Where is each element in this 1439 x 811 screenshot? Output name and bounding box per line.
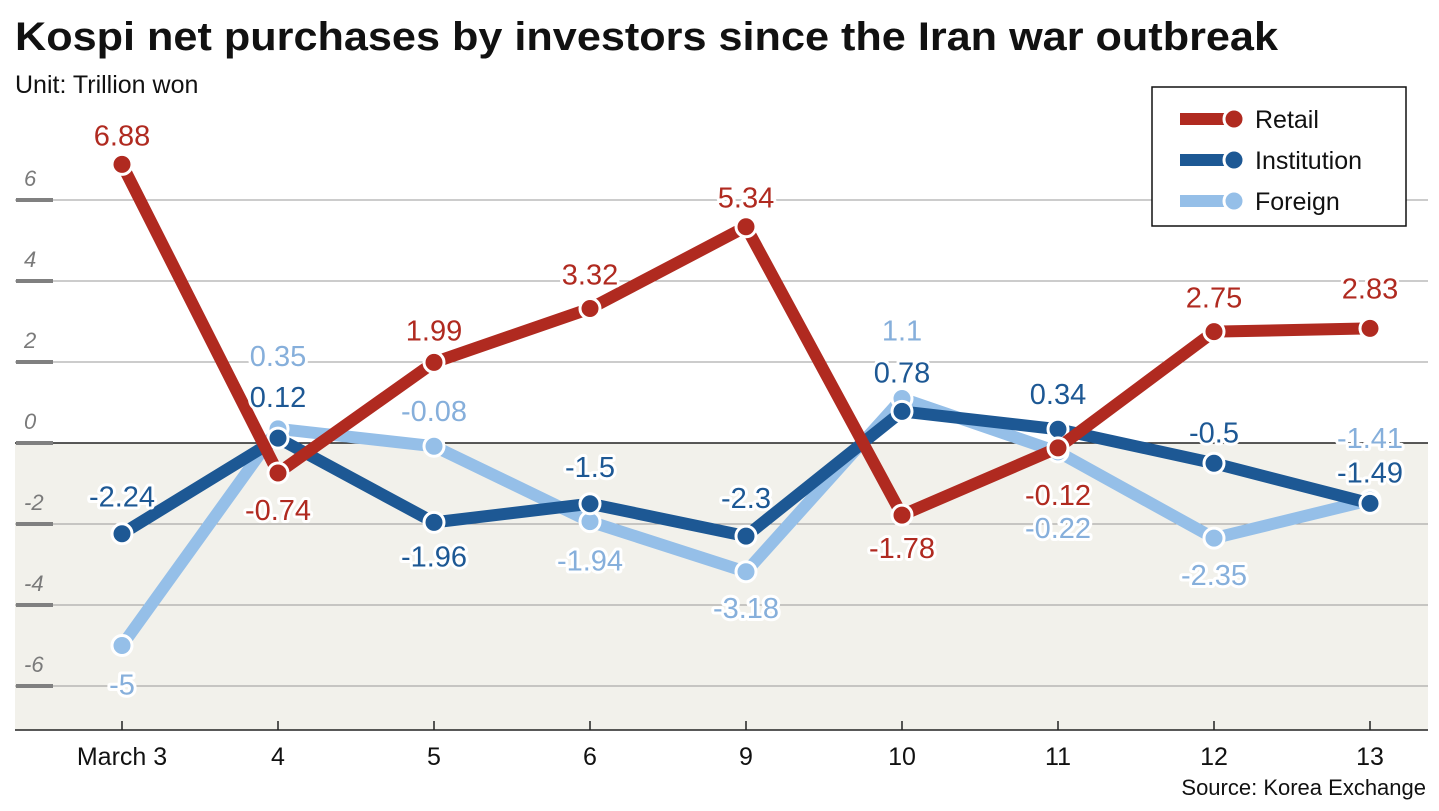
data-labels: 6.88 -0.74 1.99 3.32 5.34 -1.78 -0.12 2.75 2.83 -…: [86, 117, 1406, 704]
legend-label: Foreign: [1255, 188, 1340, 216]
xtick-label: 4: [271, 743, 285, 771]
data-label: -2.35: [1181, 560, 1247, 592]
legend-item-foreign: Foreign: [1180, 188, 1340, 216]
data-label: 2.75: [1186, 283, 1242, 315]
legend-marker: [1222, 189, 1246, 213]
ytick-bar: [16, 360, 53, 364]
data-label: -1.41: [1337, 423, 1403, 455]
data-label: -2.24: [89, 482, 155, 514]
legend-marker: [1222, 148, 1246, 172]
legend-item-institution: Institution: [1180, 147, 1362, 175]
data-point: [1046, 436, 1070, 460]
data-label: 2.83: [1342, 273, 1398, 305]
data-point: [890, 399, 914, 423]
data-point: [1358, 491, 1382, 515]
data-label: -1.78: [869, 533, 935, 565]
data-point: [890, 503, 914, 527]
data-label: -0.12: [1025, 480, 1091, 512]
ytick-label: 6: [24, 166, 37, 191]
ytick-label: 0: [24, 409, 37, 434]
ytick-label: 2: [23, 328, 36, 353]
data-label: -1.5: [565, 452, 615, 484]
data-point: [266, 426, 290, 450]
ytick-label: 4: [24, 247, 36, 272]
data-label: -1.94: [557, 546, 623, 578]
ytick-label: -6: [24, 652, 44, 677]
data-label: 0.34: [1030, 379, 1086, 411]
series-group: [110, 152, 1382, 657]
data-point: [578, 492, 602, 516]
data-point: [1358, 316, 1382, 340]
data-point: [734, 524, 758, 548]
xtick-label: 12: [1200, 743, 1228, 771]
data-label: -2.3: [721, 483, 771, 515]
xtick-label: 10: [888, 743, 916, 771]
legend-label: Retail: [1255, 106, 1319, 134]
data-label: -0.5: [1189, 417, 1239, 449]
data-label: 3.32: [562, 260, 618, 292]
data-point: [110, 152, 134, 176]
ytick-bar: [16, 441, 53, 445]
data-point: [734, 560, 758, 584]
grid: 6 4 2 0 -2 -4 -6: [15, 166, 1428, 688]
data-point: [734, 215, 758, 239]
data-point: [422, 434, 446, 458]
ytick-bar: [16, 603, 53, 607]
data-label: 1.1: [882, 315, 922, 347]
data-label: -3.18: [713, 593, 779, 625]
series-institution: [110, 399, 1382, 548]
data-label: 0.78: [874, 357, 930, 389]
chart-subtitle: Unit: Trillion won: [15, 71, 198, 99]
data-point: [1202, 451, 1226, 475]
ytick-label: -2: [24, 490, 44, 515]
xtick-label: March 3: [77, 743, 167, 771]
xtick-label: 5: [427, 743, 441, 771]
xtick-label: 13: [1356, 743, 1384, 771]
source-note: Source: Korea Exchange: [1181, 775, 1426, 800]
ytick-bar: [16, 198, 53, 202]
data-point: [266, 461, 290, 485]
x-axis: March 3 4 5 6 9 10 11 12 13: [15, 721, 1428, 771]
legend: Retail Institution Foreign: [1151, 86, 1407, 227]
legend-label: Institution: [1255, 147, 1362, 175]
xtick-label: 11: [1045, 743, 1071, 771]
ytick-label: -4: [24, 571, 44, 596]
data-label: 6.88: [94, 120, 150, 152]
data-label: -1.49: [1337, 457, 1403, 489]
legend-item-retail: Retail: [1180, 106, 1319, 134]
data-label: 1.99: [406, 315, 462, 347]
data-label: -0.22: [1025, 513, 1091, 545]
data-label: 5.34: [718, 183, 774, 215]
negative-region-shading: [15, 443, 1428, 730]
data-point: [1202, 526, 1226, 550]
xtick-label: 6: [583, 743, 597, 771]
data-point: [110, 522, 134, 546]
series-retail: [110, 152, 1382, 527]
chart-title: Kospi net purchases by investors since t…: [15, 15, 1279, 59]
data-label: -5: [109, 670, 135, 702]
data-label: 0.35: [250, 341, 306, 373]
data-point: [1202, 320, 1226, 344]
data-label: -0.08: [401, 396, 467, 428]
ytick-bar: [16, 522, 53, 526]
data-point: [110, 634, 134, 657]
data-label: -0.74: [245, 495, 311, 527]
data-point: [422, 510, 446, 534]
data-label: 0.12: [250, 382, 306, 414]
xtick-label: 9: [739, 743, 753, 771]
data-label: -1.96: [401, 541, 467, 573]
legend-marker: [1222, 107, 1246, 131]
data-point: [578, 297, 602, 321]
ytick-bar: [16, 684, 53, 688]
ytick-bar: [16, 279, 53, 283]
data-point: [422, 350, 446, 374]
